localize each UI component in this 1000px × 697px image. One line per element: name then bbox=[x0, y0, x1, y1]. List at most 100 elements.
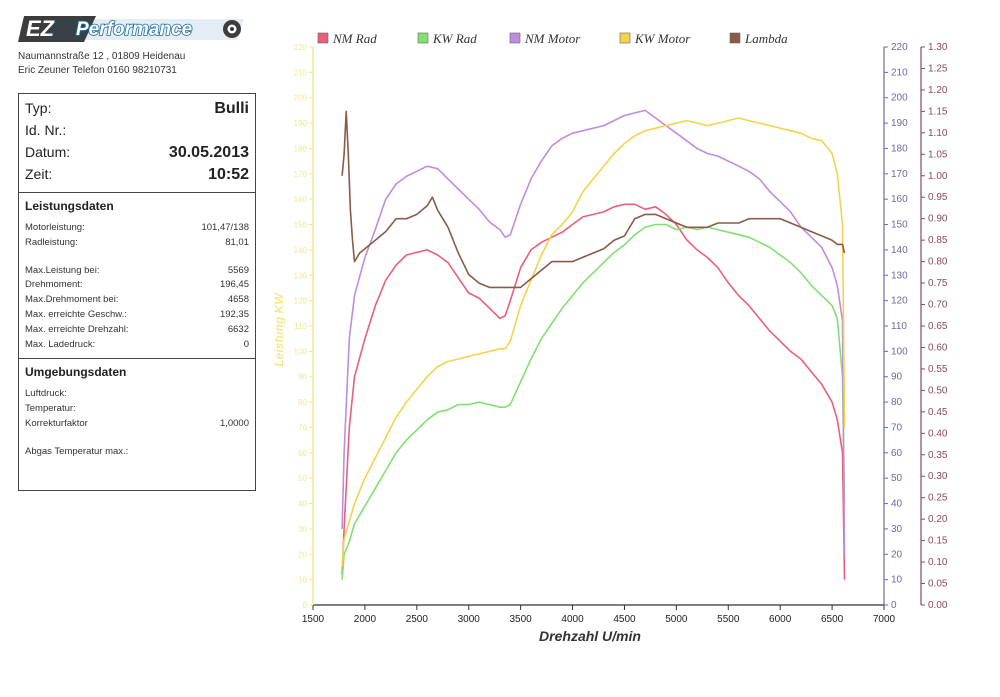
x-tick-label: 2500 bbox=[406, 614, 429, 625]
y-tick-label-left: 120 bbox=[294, 297, 308, 306]
y-tick-label-left: 100 bbox=[294, 347, 308, 356]
y-tick-label-right2: 0.35 bbox=[928, 450, 948, 461]
y-tick-label-left: 30 bbox=[298, 525, 307, 534]
leistung-row: Max. Ladedruck: 0 bbox=[25, 338, 249, 350]
y-axis-label-left: Leistung KW bbox=[272, 292, 286, 367]
dyno-chart: NM Rad KW Rad NM Motor KW Motor Lambda 150 0 2… bbox=[272, 31, 948, 644]
umgebung-row: Luftdruck: bbox=[25, 388, 67, 400]
y-tick-label-right2: 0.15 bbox=[928, 536, 948, 547]
legend-swatch bbox=[317, 32, 329, 44]
y-tick-label-right1: 130 bbox=[891, 270, 908, 281]
address-line-1: Naumannstraße 12 , 01809 Heidenau bbox=[18, 51, 186, 62]
y-tick-label-right2: 0.75 bbox=[928, 278, 948, 289]
y-tick-label-right1: 60 bbox=[891, 448, 903, 459]
y-tick-label-right2: 0.80 bbox=[928, 257, 948, 268]
y-tick-label-right1: 210 bbox=[891, 67, 908, 78]
y-tick-label-left: 140 bbox=[294, 246, 308, 255]
y-tick-label-right2: 0.60 bbox=[928, 342, 948, 353]
chart-series bbox=[341, 109, 846, 580]
y-tick-label-right1: 200 bbox=[891, 93, 908, 104]
y-tick-label-right2: 0.20 bbox=[928, 514, 948, 525]
y-tick-label-right1: 40 bbox=[891, 499, 903, 510]
y-tick-label-left: 20 bbox=[298, 550, 307, 559]
y-tick-label-left: 50 bbox=[298, 474, 307, 483]
typ-label: Typ: bbox=[25, 100, 52, 116]
legend-label: NM Motor bbox=[524, 31, 581, 46]
y-tick-label-right2: 0.95 bbox=[928, 192, 948, 203]
leistung-row: Max.Leistung bei: 5569 bbox=[25, 264, 249, 276]
y-tick-label-right2: 0.90 bbox=[928, 214, 948, 225]
y-tick-label-right1: 150 bbox=[891, 220, 908, 231]
x-tick-label: 2000 bbox=[354, 614, 377, 625]
legend-label: NM Rad bbox=[332, 31, 377, 46]
typ-value: Bulli bbox=[214, 100, 249, 117]
series-line-nm-motor bbox=[341, 109, 846, 555]
leistung-row: Radleistung: 81,01 bbox=[25, 236, 249, 248]
y-tick-label-left: 110 bbox=[294, 322, 307, 331]
y-tick-label-right1: 100 bbox=[891, 346, 908, 357]
legend-swatch bbox=[417, 32, 429, 44]
datum-label: Datum: bbox=[25, 144, 71, 160]
id-row: Id. Nr.: bbox=[19, 122, 255, 144]
series-line-nm-rad bbox=[341, 203, 846, 580]
y-tick-label-right2: 0.05 bbox=[928, 579, 948, 590]
series-line-kw-rad bbox=[341, 223, 846, 580]
y-tick-label-left: 220 bbox=[294, 43, 308, 52]
id-label: Id. Nr.: bbox=[25, 122, 67, 138]
umgebung-row: Abgas Temperatur max.: bbox=[25, 445, 129, 457]
x-tick-label: 3000 bbox=[458, 614, 481, 625]
y-tick-label-left: 70 bbox=[298, 423, 307, 432]
y-tick-label-right1: 80 bbox=[891, 397, 903, 408]
x-tick-label: 5500 bbox=[717, 614, 740, 625]
legend-swatch bbox=[729, 32, 741, 44]
x-tick-label: 6000 bbox=[769, 614, 792, 625]
y-tick-label-right2: 0.30 bbox=[928, 471, 948, 482]
y-tick-label-right2: 0.85 bbox=[928, 235, 948, 246]
zeit-value: 10:52 bbox=[208, 166, 249, 183]
legend-label: Lambda bbox=[744, 31, 788, 46]
y-tick-label-right2: 0.70 bbox=[928, 300, 948, 311]
y-tick-label-left: 190 bbox=[294, 119, 308, 128]
y-tick-label-right2: 0.50 bbox=[928, 385, 948, 396]
y-tick-label-right1: 140 bbox=[891, 245, 908, 256]
y-tick-label-right1: 170 bbox=[891, 169, 908, 180]
y-tick-label-right1: 70 bbox=[891, 422, 903, 433]
x-tick-label: 3500 bbox=[510, 614, 533, 625]
y-tick-label-right1: 160 bbox=[891, 194, 908, 205]
y-tick-label-right2: 0.00 bbox=[928, 600, 948, 611]
legend-item: NM Motor bbox=[509, 31, 581, 46]
series-line-kw-motor bbox=[341, 117, 846, 568]
x-tick-label: 7000 bbox=[873, 614, 896, 625]
y-tick-label-right1: 90 bbox=[891, 372, 903, 383]
leistung-row: Drehmoment: 196,45 bbox=[25, 279, 249, 291]
umgebung-row: Temperatur: bbox=[25, 403, 76, 415]
y-tick-label-right1: 180 bbox=[891, 143, 908, 154]
y-tick-label-right2: 1.25 bbox=[928, 63, 948, 74]
y-tick-label-left: 60 bbox=[298, 449, 307, 458]
y-tick-label-left: 80 bbox=[298, 398, 307, 407]
chart-legend: NM Rad KW Rad NM Motor KW Motor Lambda bbox=[317, 31, 788, 46]
leistung-row: Max. erreichte Drehzahl: 6632 bbox=[25, 323, 249, 335]
y-tick-label-right1: 220 bbox=[891, 42, 908, 53]
y-tick-label-right1: 190 bbox=[891, 118, 908, 129]
y-tick-label-right2: 0.65 bbox=[928, 321, 948, 332]
vehicle-section: Typ: Bulli Id. Nr.: Datum: 30.05.2013 Ze… bbox=[19, 94, 255, 193]
legend-swatch bbox=[509, 32, 521, 44]
umgebung-row: Korrekturfaktor 1,0000 bbox=[25, 417, 249, 429]
y-tick-label-right2: 1.05 bbox=[928, 149, 948, 160]
y-tick-label-right1: 0 bbox=[891, 600, 897, 611]
y-tick-label-left: 40 bbox=[298, 500, 307, 509]
leistung-row: Motorleistung: 101,47/138 bbox=[25, 222, 249, 233]
y-tick-label-right2: 0.25 bbox=[928, 493, 948, 504]
legend-item: NM Rad bbox=[317, 31, 377, 46]
company-address: Naumannstraße 12 , 01809 Heidenau Eric Z… bbox=[18, 50, 185, 78]
chart-axes: 1500 2000 2500 3000 3500 4000 4500 5000 5500 6000… bbox=[294, 42, 948, 625]
leistung-section: Leistungsdaten Motorleistung: 101,47/138 … bbox=[19, 193, 255, 360]
zeit-row: Zeit: 10:52 bbox=[19, 166, 255, 188]
leistung-row: Max. erreichte Geschw.: 192,35 bbox=[25, 308, 249, 320]
gear-icon bbox=[223, 20, 241, 38]
y-tick-label-left: 180 bbox=[294, 144, 308, 153]
x-tick-label: 5000 bbox=[665, 614, 688, 625]
x-tick-label: 4000 bbox=[561, 614, 584, 625]
y-tick-label-right2: 1.20 bbox=[928, 85, 948, 96]
